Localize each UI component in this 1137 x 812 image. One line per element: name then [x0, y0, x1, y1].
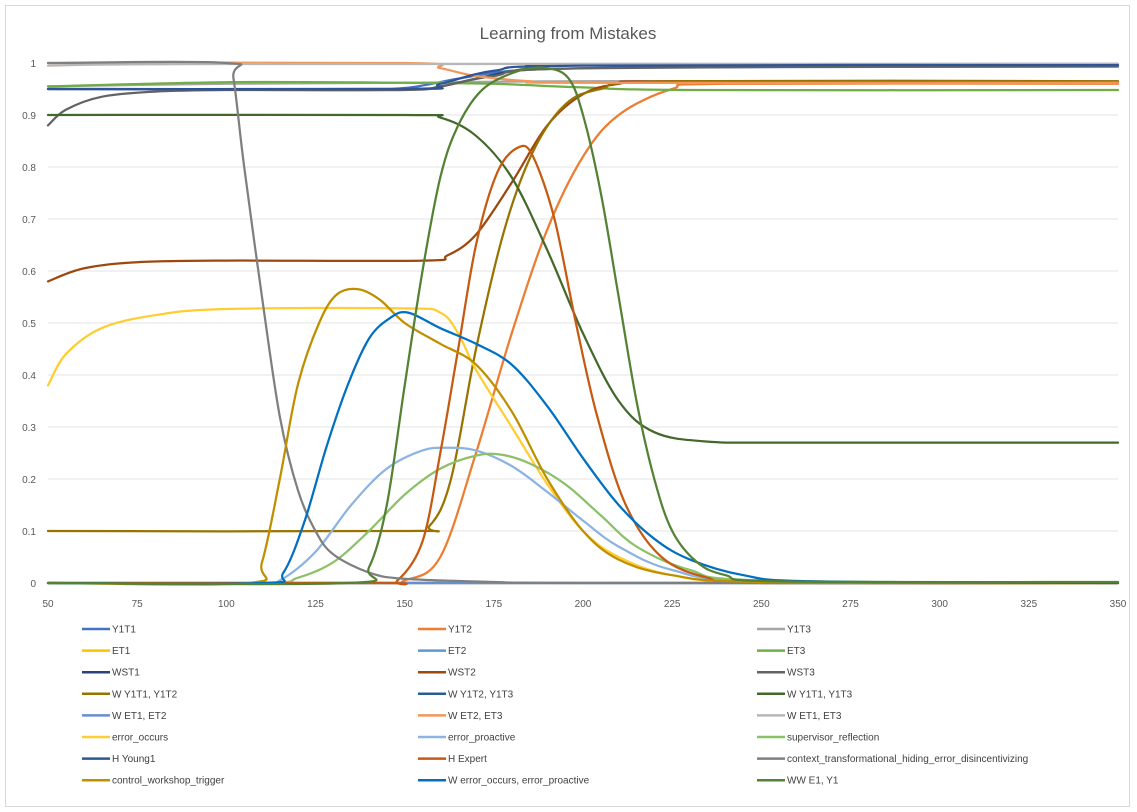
x-tick-label: 150	[396, 599, 413, 610]
y-tick-label: 0.7	[22, 215, 36, 226]
legend-entry: W Y1T1, Y1T3	[757, 689, 853, 700]
series-line-error-proactive	[46, 446, 1120, 585]
legend-entry: H Expert	[418, 754, 487, 765]
series-line-y1t1	[46, 65, 1120, 91]
legend-label: ET2	[448, 646, 467, 657]
legend-label: WST3	[787, 668, 815, 679]
legend-entry: WST2	[418, 668, 476, 679]
y-tick-label: 1	[30, 59, 36, 70]
gridlines	[48, 62, 1118, 584]
x-tick-label: 275	[842, 599, 859, 610]
legend-entry: supervisor_reflection	[757, 733, 879, 744]
x-tick-label: 75	[132, 599, 144, 610]
legend-label: W Y1T2, Y1T3	[448, 689, 514, 700]
legend-entry: ET2	[418, 646, 467, 657]
legend-label: W error_occurs, error_proactive	[448, 776, 590, 787]
legend-label: WW E1, Y1	[787, 776, 839, 787]
legend-label: W ET1, ET3	[787, 711, 842, 722]
legend-entry: error_occurs	[82, 733, 168, 744]
x-tick-label: 175	[485, 599, 502, 610]
legend-entry: Y1T1	[82, 625, 136, 636]
y-tick-label: 0.2	[22, 475, 36, 486]
y-tick-label: 0.5	[22, 319, 36, 330]
x-tick-label: 350	[1110, 599, 1127, 610]
legend-label: ET1	[112, 646, 131, 657]
series-line-h-expert	[46, 144, 1120, 586]
y-tick-label: 0.6	[22, 267, 36, 278]
x-tick-label: 250	[753, 599, 770, 610]
chart-frame	[5, 5, 1130, 807]
legend-label: Y1T3	[787, 625, 811, 636]
legend-entry: error_proactive	[418, 733, 516, 744]
legend-entry: Y1T3	[757, 625, 811, 636]
y-axis-ticks: 0 0.1 0.2 0.3 0.4 0.5 0.6 0.7 0.8 0.9 1	[22, 59, 36, 590]
legend-entry: WW E1, Y1	[757, 776, 839, 787]
x-tick-label: 125	[307, 599, 324, 610]
series-line-w-et2-et3	[46, 61, 1120, 85]
x-tick-label: 225	[664, 599, 681, 610]
series-lines	[46, 60, 1120, 586]
y-tick-label: 0.8	[22, 163, 36, 174]
legend-label: H Expert	[448, 754, 487, 765]
x-tick-label: 325	[1020, 599, 1037, 610]
legend-entry: W error_occurs, error_proactive	[418, 776, 590, 787]
legend-entry: W Y1T1, Y1T2	[82, 689, 178, 700]
y-tick-label: 0	[30, 579, 36, 590]
legend-label: H Young1	[112, 754, 156, 765]
x-axis-ticks: 50 75 100 125 150 175 200 225 250 275 300 325 350	[42, 599, 1126, 610]
legend-label: Y1T2	[448, 625, 472, 636]
series-line-w-error-occurs-error-proactive	[46, 310, 1120, 585]
legend-label: error_occurs	[112, 733, 168, 744]
legend-label: W Y1T1, Y1T2	[112, 689, 178, 700]
legend-entry: H Young1	[82, 754, 156, 765]
legend-label: W ET2, ET3	[448, 711, 503, 722]
legend-label: control_workshop_trigger	[112, 776, 225, 787]
x-tick-label: 100	[218, 599, 235, 610]
legend-entry: WST1	[82, 668, 140, 679]
legend-entry: W ET1, ET3	[757, 711, 842, 722]
x-tick-label: 300	[931, 599, 948, 610]
legend-entry: Y1T2	[418, 625, 472, 636]
y-tick-label: 0.4	[22, 371, 36, 382]
chart-title: Learning from Mistakes	[480, 24, 657, 43]
legend-label: error_proactive	[448, 733, 516, 744]
legend-label: Y1T1	[112, 625, 136, 636]
series-line-control-workshop-trigger	[46, 287, 1120, 586]
series-line-w-y1t1-y1t2	[46, 79, 1120, 533]
series-line-error-occurs	[46, 306, 1120, 585]
legend-label: ET3	[787, 646, 806, 657]
legend: Y1T1 Y1T2 Y1T3 ET1 ET2 ET3 WST1 WST2 WST3 W Y1T1,…	[82, 625, 1028, 787]
series-line-context-transformational-hiding-error-disincentivizing	[46, 60, 1120, 585]
legend-entry: WST3	[757, 668, 815, 679]
series-line-supervisor-reflection	[46, 452, 1120, 585]
series-line-w-y1t1-y1t3	[46, 113, 1120, 444]
y-tick-label: 0.9	[22, 111, 36, 122]
legend-entry: context_transformational_hiding_error_di…	[757, 754, 1028, 765]
series-line-h-young1	[46, 63, 1120, 91]
legend-label: WST1	[112, 668, 140, 679]
legend-label: supervisor_reflection	[787, 733, 879, 744]
legend-entry: W ET2, ET3	[418, 711, 503, 722]
legend-entry: control_workshop_trigger	[82, 776, 225, 787]
legend-entry: W Y1T2, Y1T3	[418, 689, 514, 700]
x-tick-label: 50	[42, 599, 54, 610]
legend-entry: W ET1, ET2	[82, 711, 167, 722]
legend-label: WST2	[448, 668, 476, 679]
x-tick-label: 200	[575, 599, 592, 610]
legend-label: W ET1, ET2	[112, 711, 167, 722]
legend-entry: ET1	[82, 646, 131, 657]
legend-entry: ET3	[757, 646, 806, 657]
y-tick-label: 0.1	[22, 527, 36, 538]
legend-label: context_transformational_hiding_error_di…	[787, 754, 1028, 765]
y-tick-label: 0.3	[22, 423, 36, 434]
legend-label: W Y1T1, Y1T3	[787, 689, 853, 700]
series-line-ww-e1-y1	[46, 66, 1120, 586]
series-line-et3	[46, 80, 1120, 92]
